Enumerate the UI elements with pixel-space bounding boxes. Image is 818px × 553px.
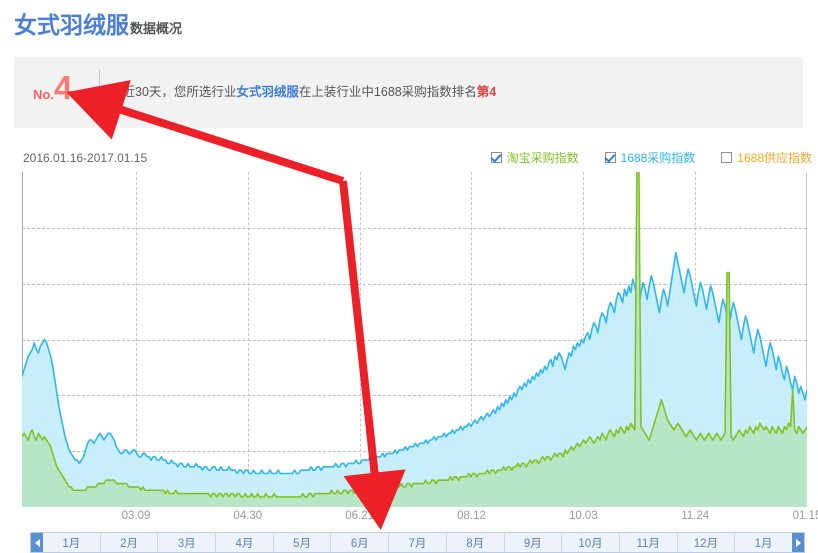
x-tick-label: 11.24	[681, 510, 710, 522]
series-area-taobao-purchase	[22, 172, 807, 507]
rank-text-part2: 在上装行业中1688采购指数排名	[298, 85, 477, 99]
chevron-left-icon	[34, 538, 40, 547]
x-tick-label: 04.30	[233, 510, 263, 522]
page-title-suffix: 数据概况	[130, 21, 183, 36]
month-tab[interactable]: 1月	[735, 533, 792, 552]
month-tab-label: 6月	[350, 537, 369, 550]
month-tab-label: 8月	[466, 537, 485, 550]
rank-divider	[99, 69, 100, 116]
chart-legend: 淘宝采购指数 1688采购指数 1688供应指数	[490, 149, 812, 166]
month-tab[interactable]: 11月	[619, 533, 678, 552]
checkbox-icon[interactable]	[490, 152, 502, 163]
legend-item-1688-supply[interactable]: 1688供应指数	[721, 149, 812, 166]
gridline-horizontal	[22, 339, 807, 341]
x-tick-label: 06.21	[345, 510, 375, 522]
gridline-vertical	[471, 172, 473, 507]
month-tab-bar: 1月 2月 3月 4月 5月 6月 7月 8月 9月 10月 11月 12月 1月	[30, 532, 805, 553]
month-tab-label: 12月	[693, 537, 719, 550]
month-tab[interactable]: 3月	[158, 533, 217, 552]
gridline-horizontal	[22, 395, 807, 397]
legend-item-1688-purchase[interactable]: 1688采购指数	[604, 149, 696, 166]
month-tab[interactable]: 12月	[677, 533, 736, 552]
legend-label: 1688采购指数	[620, 151, 696, 165]
checkbox-icon[interactable]	[604, 152, 616, 163]
month-tab-label: 1月	[62, 537, 81, 550]
x-tick-label: 01.15	[792, 510, 818, 522]
gridline-vertical	[135, 172, 137, 507]
checkbox-icon[interactable]	[721, 152, 733, 163]
month-tab[interactable]: 5月	[273, 533, 332, 552]
month-tab[interactable]: 6月	[331, 533, 390, 552]
rank-text-keyword: 女式羽绒服	[236, 85, 299, 99]
month-tabs-container: 1月 2月 3月 4月 5月 6月 7月 8月 9月 10月 11月 12月 1月	[43, 533, 792, 552]
month-tab[interactable]: 7月	[389, 533, 447, 552]
month-tab-label: 5月	[293, 537, 312, 550]
month-tab[interactable]: 2月	[100, 533, 159, 552]
gridline-horizontal	[22, 227, 807, 229]
month-tab[interactable]: 9月	[504, 533, 563, 552]
page-title-keyword: 女式羽绒服	[14, 12, 129, 38]
month-tab[interactable]: 8月	[446, 533, 505, 552]
month-tab-label: 11月	[636, 537, 660, 550]
chart-date-range: 2016.01.16-2017.01.15	[23, 151, 148, 165]
legend-item-taobao-purchase[interactable]: 淘宝采购指数	[490, 149, 579, 166]
month-tab-label: 1月	[754, 537, 773, 550]
gridline-vertical	[247, 172, 249, 507]
rank-no-value: 4	[53, 69, 73, 106]
month-tab-label: 9月	[523, 537, 542, 550]
month-tab[interactable]: 4月	[216, 533, 274, 552]
month-tab-label: 7月	[408, 537, 427, 550]
rank-text-part1: 最近30天，您所选行业	[110, 85, 237, 99]
month-tab-label: 2月	[120, 537, 138, 550]
chart-panel: 2016.01.16-2017.01.15 淘宝采购指数 1688采购指数 16…	[0, 140, 818, 530]
next-month-arrow-icon[interactable]	[792, 533, 804, 552]
series-line-taobao-purchase	[22, 172, 807, 498]
x-tick-label: 03.09	[121, 510, 151, 522]
month-tab[interactable]: 10月	[562, 533, 620, 552]
gridline-horizontal	[22, 283, 807, 285]
month-tab-label: 3月	[177, 537, 196, 550]
chart-series-svg	[22, 172, 807, 507]
month-tab[interactable]: 1月	[43, 533, 101, 552]
legend-label: 1688供应指数	[737, 151, 812, 165]
rank-description: 最近30天，您所选行业女式羽绒服在上装行业中1688采购指数排名第4	[110, 83, 496, 101]
rank-banner: No.4 最近30天，您所选行业女式羽绒服在上装行业中1688采购指数排名第4	[14, 57, 803, 128]
month-tab-label: 10月	[578, 537, 603, 550]
x-tick-label: 10.03	[568, 510, 598, 522]
chevron-right-icon	[795, 538, 801, 547]
rank-text-rank: 第4	[476, 85, 497, 99]
rank-no-label: No.	[33, 87, 54, 102]
month-tab-label: 4月	[235, 537, 254, 550]
prev-month-arrow-icon[interactable]	[31, 533, 43, 552]
page-title: 女式羽绒服数据概况	[14, 14, 182, 37]
series-line-1688-purchase	[22, 251, 807, 475]
x-tick-label: 08.12	[457, 510, 486, 522]
rank-number: No.4	[33, 71, 98, 115]
chart-plot-area	[22, 172, 807, 507]
legend-label: 淘宝采购指数	[506, 151, 579, 165]
